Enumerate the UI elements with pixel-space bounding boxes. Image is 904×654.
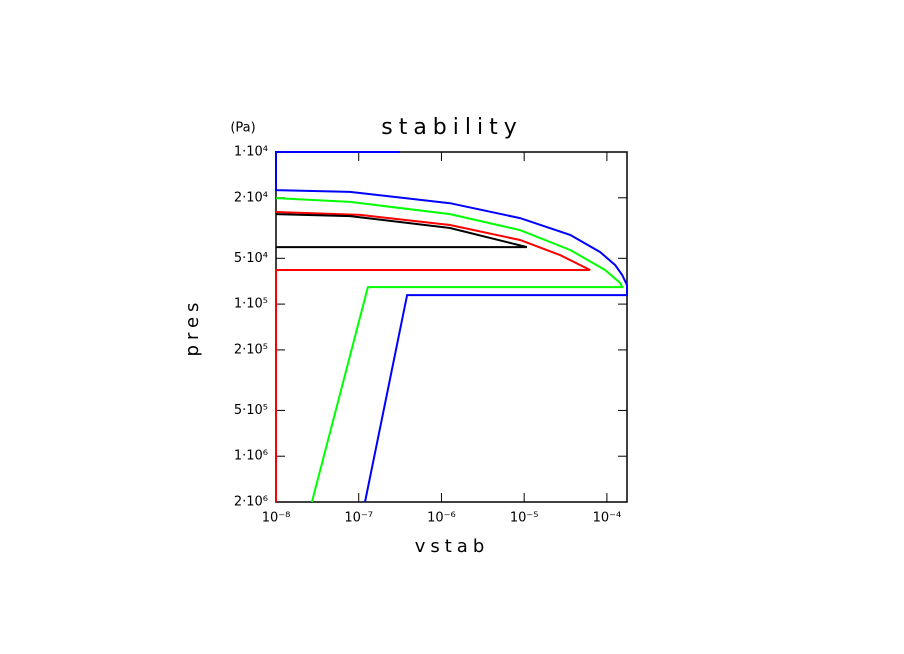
y-tick-label: 2·10⁶ [234, 495, 268, 510]
series-line [275, 151, 628, 503]
y-tick-label: 1·10⁵ [234, 297, 268, 312]
series-line [275, 211, 591, 502]
x-tick-label: 10⁻⁵ [510, 511, 539, 526]
x-tick-label: 10⁻⁶ [427, 511, 456, 526]
y-unit: (Pa) [230, 121, 255, 136]
x-tick-label: 10⁻⁸ [262, 511, 291, 526]
y-tick-label: 2·10⁴ [234, 190, 268, 205]
y-axis-label: pres [182, 298, 203, 357]
series-line [275, 197, 624, 503]
x-tick-label: 10⁻⁷ [344, 511, 373, 526]
chart-title: stability [381, 115, 523, 140]
y-tick-label: 1·10⁴ [234, 145, 268, 160]
x-axis-label: vstab [415, 536, 490, 557]
y-tick-label: 5·10⁴ [234, 251, 268, 266]
x-tick-label: 10⁻⁴ [593, 511, 622, 526]
y-tick-label: 1·10⁶ [234, 449, 268, 464]
y-tick-label: 5·10⁵ [234, 403, 268, 418]
y-tick-label: 2·10⁵ [234, 342, 268, 357]
series-line [275, 213, 528, 249]
